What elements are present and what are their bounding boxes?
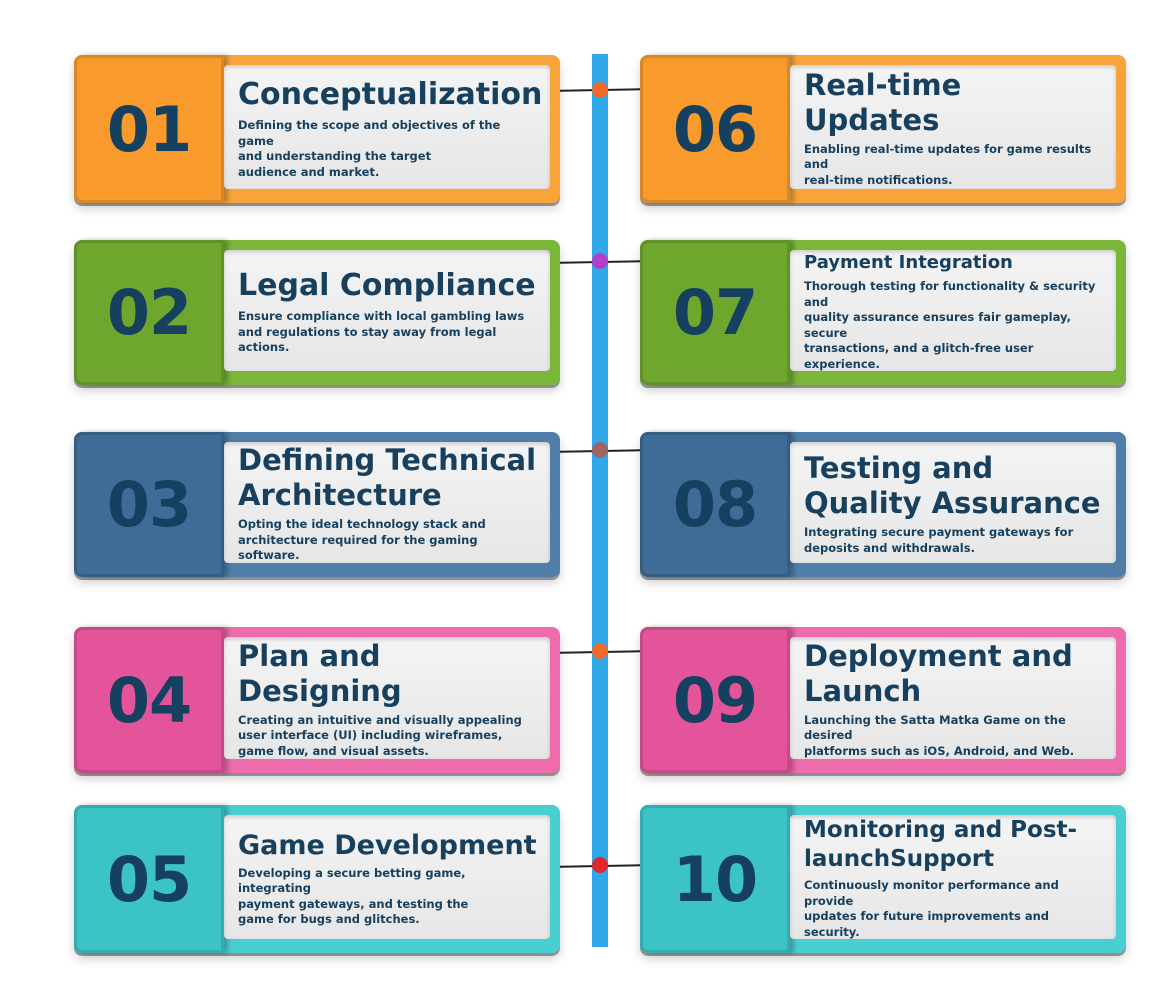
step-card-06: 06 Real-time Updates Enabling real-time … [640,55,1126,203]
step-description: Thorough testing for functionality & sec… [804,279,1096,371]
step-card-08: 08 Testing and Quality Assurance Integra… [640,432,1126,577]
step-card-05: 05 Game Development Developing a secure … [74,805,560,953]
step-panel: Real-time Updates Enabling real-time upd… [790,65,1116,189]
step-panel: Legal Compliance Ensure compliance with … [224,250,550,371]
connector-dot-1 [592,82,608,98]
step-panel: Monitoring and Post-launchSupport Contin… [790,815,1116,939]
step-number-block: 08 [640,432,790,577]
step-card-03: 03 Defining Technical Architecture Optin… [74,432,560,577]
step-number: 10 [672,842,758,916]
step-number-block: 10 [640,805,790,953]
step-title: Real-time Updates [804,67,962,137]
step-number-block: 06 [640,55,790,203]
step-card-04: 04 Plan and Designing Creating an intuit… [74,627,560,773]
step-description: Creating an intuitive and visually appea… [238,712,522,758]
step-panel: Game Development Developing a secure bet… [224,815,550,939]
step-description: Continuously monitor performance and pro… [804,878,1059,939]
connector-dot-3 [592,442,608,458]
step-card-01: 01 Conceptualization Defining the scope … [74,55,560,203]
step-title: Defining Technical Architecture [238,443,537,513]
step-title: Monitoring and Post-launchSupport [804,817,1078,872]
step-title: Game Development [238,829,537,861]
step-title: Legal Compliance [238,268,536,304]
step-number-block: 03 [74,432,224,577]
step-description: Enabling real-time updates for game resu… [804,141,1092,187]
step-number: 08 [672,468,758,541]
step-title: Plan and Designing [238,638,402,708]
step-panel: Payment Integration Thorough testing for… [790,250,1116,371]
step-number: 09 [672,663,758,737]
step-panel: Deployment and Launch Launching the Satt… [790,637,1116,759]
step-number-block: 09 [640,627,790,773]
step-number-block: 07 [640,240,790,385]
step-number: 06 [672,92,758,166]
step-description: Defining the scope and objectives of the… [238,118,501,179]
step-description: Integrating secure payment gateways for … [804,525,1074,555]
step-title: Payment Integration [804,252,1013,273]
connector-dot-4 [592,643,608,659]
timeline-spine [592,54,608,947]
step-panel: Defining Technical Architecture Opting t… [224,442,550,563]
step-title: Conceptualization [238,77,543,112]
step-description: Launching the Satta Matka Game on the de… [804,712,1075,758]
step-title: Testing and Quality Assurance [804,451,1101,520]
step-number-block: 04 [74,627,224,773]
step-description: Opting the ideal technology stack and ar… [238,517,486,563]
step-number: 02 [106,276,192,349]
step-number: 07 [672,276,758,349]
step-card-07: 07 Payment Integration Thorough testing … [640,240,1126,385]
step-card-09: 09 Deployment and Launch Launching the S… [640,627,1126,773]
step-number-block: 01 [74,55,224,203]
step-title: Deployment and Launch [804,638,1073,708]
step-panel: Plan and Designing Creating an intuitive… [224,637,550,759]
step-panel: Testing and Quality Assurance Integratin… [790,442,1116,563]
step-card-10: 10 Monitoring and Post-launchSupport Con… [640,805,1126,953]
step-number: 03 [106,468,192,541]
step-number: 01 [106,92,192,166]
step-description: Ensure compliance with local gambling la… [238,309,525,355]
step-panel: Conceptualization Defining the scope and… [224,65,550,189]
step-number-block: 05 [74,805,224,953]
step-number-block: 02 [74,240,224,385]
connector-dot-5 [592,857,608,873]
step-card-02: 02 Legal Compliance Ensure compliance wi… [74,240,560,385]
step-number: 05 [106,842,192,916]
step-description: Developing a secure betting game, integr… [238,865,469,927]
connector-dot-2 [592,253,608,269]
step-number: 04 [106,663,192,737]
